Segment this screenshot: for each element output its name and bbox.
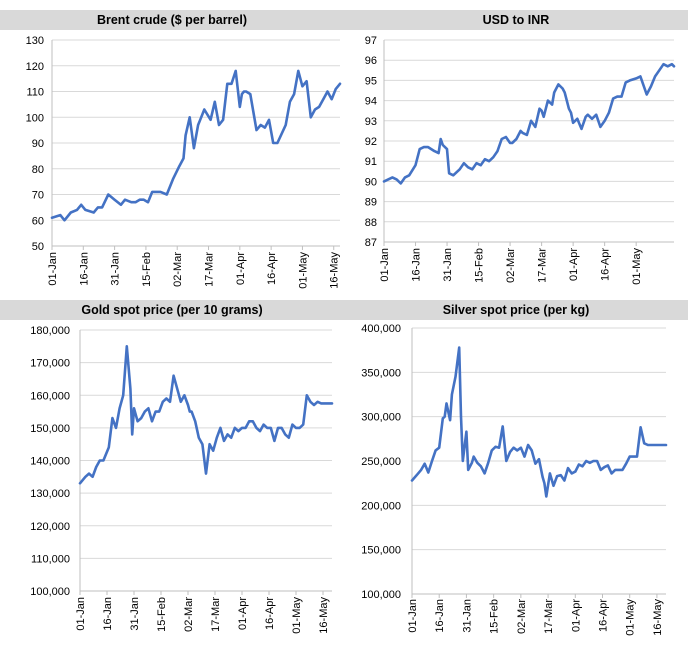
x-tick-label: 17-Mar <box>537 248 549 283</box>
chart-title: Brent crude ($ per barrel) <box>0 10 344 30</box>
x-tick-label: 16-Apr <box>598 599 610 632</box>
y-tick-label: 110,000 <box>31 553 70 565</box>
y-tick-label: 60 <box>32 215 44 227</box>
x-tick-label: 16-Jan <box>411 248 423 282</box>
x-tick-label: 01-Jan <box>47 252 59 286</box>
y-tick-label: 140,000 <box>30 456 70 468</box>
y-tick-label: 89 <box>365 197 377 209</box>
x-tick-label: 15-Feb <box>474 248 486 283</box>
x-tick-label: 16-May <box>318 597 330 634</box>
x-tick-label: 01-May <box>297 252 309 289</box>
x-tick-label: 15-Feb <box>156 597 168 632</box>
y-tick-label: 95 <box>365 75 377 87</box>
y-tick-label: 91 <box>365 156 377 168</box>
y-tick-label: 150,000 <box>30 423 70 435</box>
x-tick-label: 01-Apr <box>570 599 582 632</box>
y-tick-label: 130,000 <box>30 488 70 500</box>
y-tick-label: 90 <box>32 138 44 150</box>
y-tick-label: 100,000 <box>361 589 401 601</box>
x-tick-label: 16-Apr <box>600 248 612 281</box>
series-line <box>382 62 676 185</box>
x-tick-label: 02-Mar <box>505 248 517 283</box>
chart-title: Silver spot price (per kg) <box>344 300 688 320</box>
x-tick-label: 16-Apr <box>264 597 276 630</box>
x-tick-label: 01-Apr <box>237 597 249 630</box>
y-tick-label: 96 <box>365 55 377 67</box>
x-tick-label: 16-May <box>329 252 341 289</box>
x-tick-label: 01-Jan <box>379 248 391 282</box>
y-tick-label: 97 <box>365 35 377 47</box>
x-tick-label: 16-Jan <box>102 597 114 631</box>
x-tick-label: 16-May <box>652 599 664 636</box>
y-tick-label: 250,000 <box>361 456 401 468</box>
x-tick-label: 01-Jan <box>75 597 87 631</box>
x-tick-label: 17-Mar <box>543 599 555 634</box>
y-tick-label: 400,000 <box>361 323 401 335</box>
y-tick-label: 110 <box>26 87 44 99</box>
y-tick-label: 70 <box>32 190 44 202</box>
y-tick-label: 88 <box>365 217 377 229</box>
y-tick-label: 350,000 <box>361 367 401 379</box>
y-tick-label: 100,000 <box>30 586 70 598</box>
silver-chart: Silver spot price (per kg) 100,000 150,00… <box>344 300 688 651</box>
y-tick-label: 130 <box>26 35 44 47</box>
x-tick-label: 31-Jan <box>110 252 122 286</box>
x-tick-label: 01-May <box>291 597 303 634</box>
x-tick-label: 15-Feb <box>489 599 501 634</box>
y-tick-label: 150,000 <box>361 545 401 557</box>
x-tick-label: 01-Apr <box>568 248 580 281</box>
chart-title: Gold spot price (per 10 grams) <box>0 300 344 320</box>
x-tick-label: 15-Feb <box>141 252 153 287</box>
usd-inr-plot: 87 88 89 90 91 92 93 94 95 96 97 01-Jan 16-Jan 31-Jan… <box>365 35 676 285</box>
y-tick-label: 300,000 <box>361 412 401 424</box>
y-tick-label: 92 <box>365 136 377 148</box>
y-tick-label: 120,000 <box>30 521 70 533</box>
chart-title: USD to INR <box>344 10 688 30</box>
x-tick-label: 01-May <box>625 599 637 636</box>
x-tick-label: 16-Jan <box>78 252 90 286</box>
y-tick-label: 93 <box>365 116 377 128</box>
y-tick-label: 120 <box>26 61 44 73</box>
series-line <box>50 69 342 222</box>
y-tick-label: 170,000 <box>30 358 70 370</box>
x-tick-label: 01-Jan <box>407 599 419 633</box>
gold-chart: Gold spot price (per 10 grams) 100,000 11… <box>0 300 344 651</box>
y-tick-label: 80 <box>32 164 44 176</box>
x-tick-label: 16-Jan <box>434 599 446 633</box>
x-tick-label: 02-Mar <box>183 597 195 632</box>
x-tick-label: 02-Mar <box>172 252 184 287</box>
usd-inr-chart: USD to INR 87 88 89 90 91 92 93 94 95 96 97 01-Jan 1… <box>344 10 688 297</box>
x-tick-label: 31-Jan <box>129 597 141 631</box>
y-tick-label: 87 <box>365 237 377 249</box>
y-tick-label: 94 <box>365 96 377 108</box>
y-tick-label: 90 <box>365 176 377 188</box>
x-tick-label: 02-Mar <box>516 599 528 634</box>
silver-plot: 100,000 150,000 200,000 250,000 300,000 350,0… <box>361 323 668 636</box>
x-tick-label: 17-Mar <box>204 252 216 287</box>
y-tick-label: 180,000 <box>30 325 70 337</box>
brent-plot: 50 60 70 80 90 100 110 120 130 01-Jan 16-Jan 31-Jan… <box>26 35 342 289</box>
x-tick-label: 16-Apr <box>266 252 278 285</box>
x-tick-label: 17-Mar <box>210 597 222 632</box>
y-tick-label: 50 <box>32 241 44 253</box>
y-tick-label: 160,000 <box>30 390 70 402</box>
x-tick-label: 31-Jan <box>442 248 454 282</box>
y-tick-label: 100 <box>26 112 44 124</box>
gold-plot: 100,000 110,000 120,000 130,000 140,000 150,0… <box>30 325 334 634</box>
x-tick-label: 01-May <box>631 248 643 285</box>
brent-chart: Brent crude ($ per barrel) 50 60 70 80 90 100… <box>0 10 344 297</box>
y-tick-label: 200,000 <box>361 500 401 512</box>
series-line <box>410 346 668 498</box>
x-tick-label: 01-Apr <box>235 252 247 285</box>
x-tick-label: 31-Jan <box>461 599 473 633</box>
series-line <box>78 345 334 485</box>
